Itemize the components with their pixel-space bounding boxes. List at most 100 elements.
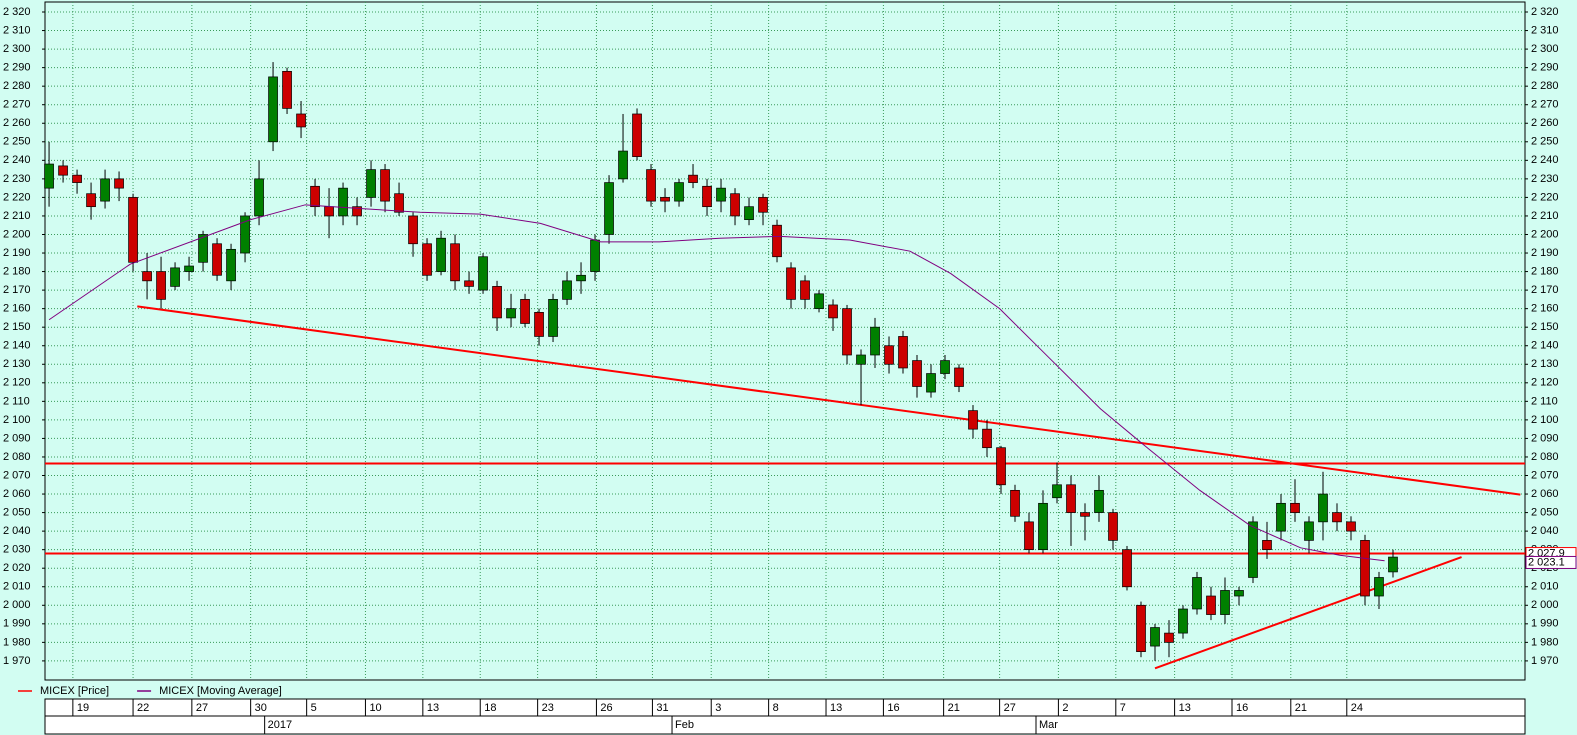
y-tick-label: 2 170 <box>3 284 31 296</box>
candle-body <box>450 243 460 282</box>
x-tick-label: 8 <box>773 702 779 714</box>
y-tick-label: 2 010 <box>3 581 31 593</box>
candle-body <box>1010 489 1020 517</box>
candle-body <box>1248 521 1258 578</box>
candle-body <box>1276 502 1286 532</box>
candle-body <box>604 182 614 235</box>
candle-body <box>128 197 138 263</box>
candle-body <box>226 248 236 282</box>
candle-body <box>436 237 446 272</box>
y-tick-label: 2 200 <box>3 228 31 240</box>
y2-tick-label: 2 120 <box>1531 377 1559 389</box>
candle-body <box>632 113 642 157</box>
candle-body <box>800 280 810 300</box>
y2-tick-label: 2 160 <box>1531 303 1559 315</box>
candle-body <box>940 360 950 374</box>
candle-body <box>1332 512 1342 523</box>
y-tick-label: 2 280 <box>3 80 31 92</box>
candle-body <box>996 447 1006 486</box>
candle-body <box>184 265 194 272</box>
y2-tick-label: 2 320 <box>1531 6 1559 18</box>
y2-tick-label: 2 300 <box>1531 43 1559 55</box>
y2-tick-label: 2 010 <box>1531 581 1559 593</box>
y2-tick-label: 2 070 <box>1531 469 1559 481</box>
y2-tick-label: 2 190 <box>1531 247 1559 259</box>
candle-body <box>590 239 600 272</box>
candle-body <box>814 293 824 309</box>
y2-tick-label: 2 080 <box>1531 451 1559 463</box>
y-tick-label: 2 180 <box>3 265 31 277</box>
y-tick-label: 1 970 <box>3 655 31 667</box>
candle-body <box>1066 484 1076 513</box>
candle-body <box>240 215 250 254</box>
x-tick-label: 27 <box>1004 702 1016 714</box>
y-tick-label: 2 270 <box>3 99 31 111</box>
y-tick-label: 2 290 <box>3 62 31 74</box>
candle-body <box>1136 604 1146 652</box>
candle-body <box>842 308 852 356</box>
x-tick-label: 19 <box>77 702 89 714</box>
candle-body <box>44 163 54 189</box>
y-tick-label: 1 990 <box>3 618 31 630</box>
candle-body <box>646 169 656 202</box>
candle-body <box>1346 521 1356 532</box>
candle-body <box>674 182 684 202</box>
y2-tick-label: 2 250 <box>1531 136 1559 148</box>
plot-area <box>44 1 1526 681</box>
x-tick-label: 30 <box>255 702 267 714</box>
trend-line <box>137 305 1521 496</box>
y-tick-label: 2 310 <box>3 24 31 36</box>
x-tick-label: 16 <box>1236 702 1248 714</box>
candle-body <box>212 243 222 276</box>
y-tick-label: 2 300 <box>3 43 31 55</box>
candle-body <box>1374 577 1384 597</box>
candle-body <box>772 224 782 258</box>
y2-tick-label: 2 130 <box>1531 358 1559 370</box>
y-tick-label: 2 110 <box>3 395 30 407</box>
candle-body <box>730 193 740 217</box>
candle-body <box>1080 512 1090 517</box>
candle-body <box>1304 521 1314 541</box>
candle-body <box>254 178 264 217</box>
candle-body <box>1192 577 1202 610</box>
candle-body <box>198 234 208 263</box>
month-label: 2017 <box>268 719 292 731</box>
y-tick-label: 2 210 <box>3 210 31 222</box>
candle-body <box>1038 502 1048 551</box>
candle-body <box>954 367 964 387</box>
candle-body <box>422 243 432 276</box>
y2-tick-label: 2 100 <box>1531 414 1559 426</box>
candle-body <box>1108 512 1118 541</box>
candle-body <box>660 197 670 202</box>
candle-body <box>478 256 488 291</box>
y-tick-label: 2 220 <box>3 191 31 203</box>
y2-tick-label: 1 980 <box>1531 636 1559 648</box>
candle-body <box>870 326 880 356</box>
y2-tick-label: 2 280 <box>1531 80 1559 92</box>
candle-body <box>296 113 306 128</box>
y-tick-label: 2 260 <box>3 117 31 129</box>
price-tag-label: 2 023.1 <box>1528 556 1565 568</box>
y-tick-label: 2 040 <box>3 525 31 537</box>
y-tick-label: 2 190 <box>3 247 31 259</box>
y2-tick-label: 1 970 <box>1531 655 1559 667</box>
y-tick-label: 2 100 <box>3 414 31 426</box>
candle-body <box>1024 521 1034 551</box>
y2-tick-label: 2 060 <box>1531 488 1559 500</box>
candle-body <box>86 193 96 208</box>
candle-body <box>1206 595 1216 615</box>
candle-body <box>58 165 68 176</box>
y2-tick-label: 2 260 <box>1531 117 1559 129</box>
y-tick-label: 2 070 <box>3 469 31 481</box>
candle-body <box>380 169 390 202</box>
candle-body <box>170 267 180 287</box>
y2-tick-label: 2 230 <box>1531 173 1559 185</box>
candle-body <box>492 286 502 319</box>
x-tick-label: 27 <box>196 702 208 714</box>
candle-body <box>1290 502 1300 513</box>
y-tick-label: 2 150 <box>3 321 31 333</box>
y-tick-label: 2 250 <box>3 136 31 148</box>
trend-line <box>1154 556 1462 670</box>
